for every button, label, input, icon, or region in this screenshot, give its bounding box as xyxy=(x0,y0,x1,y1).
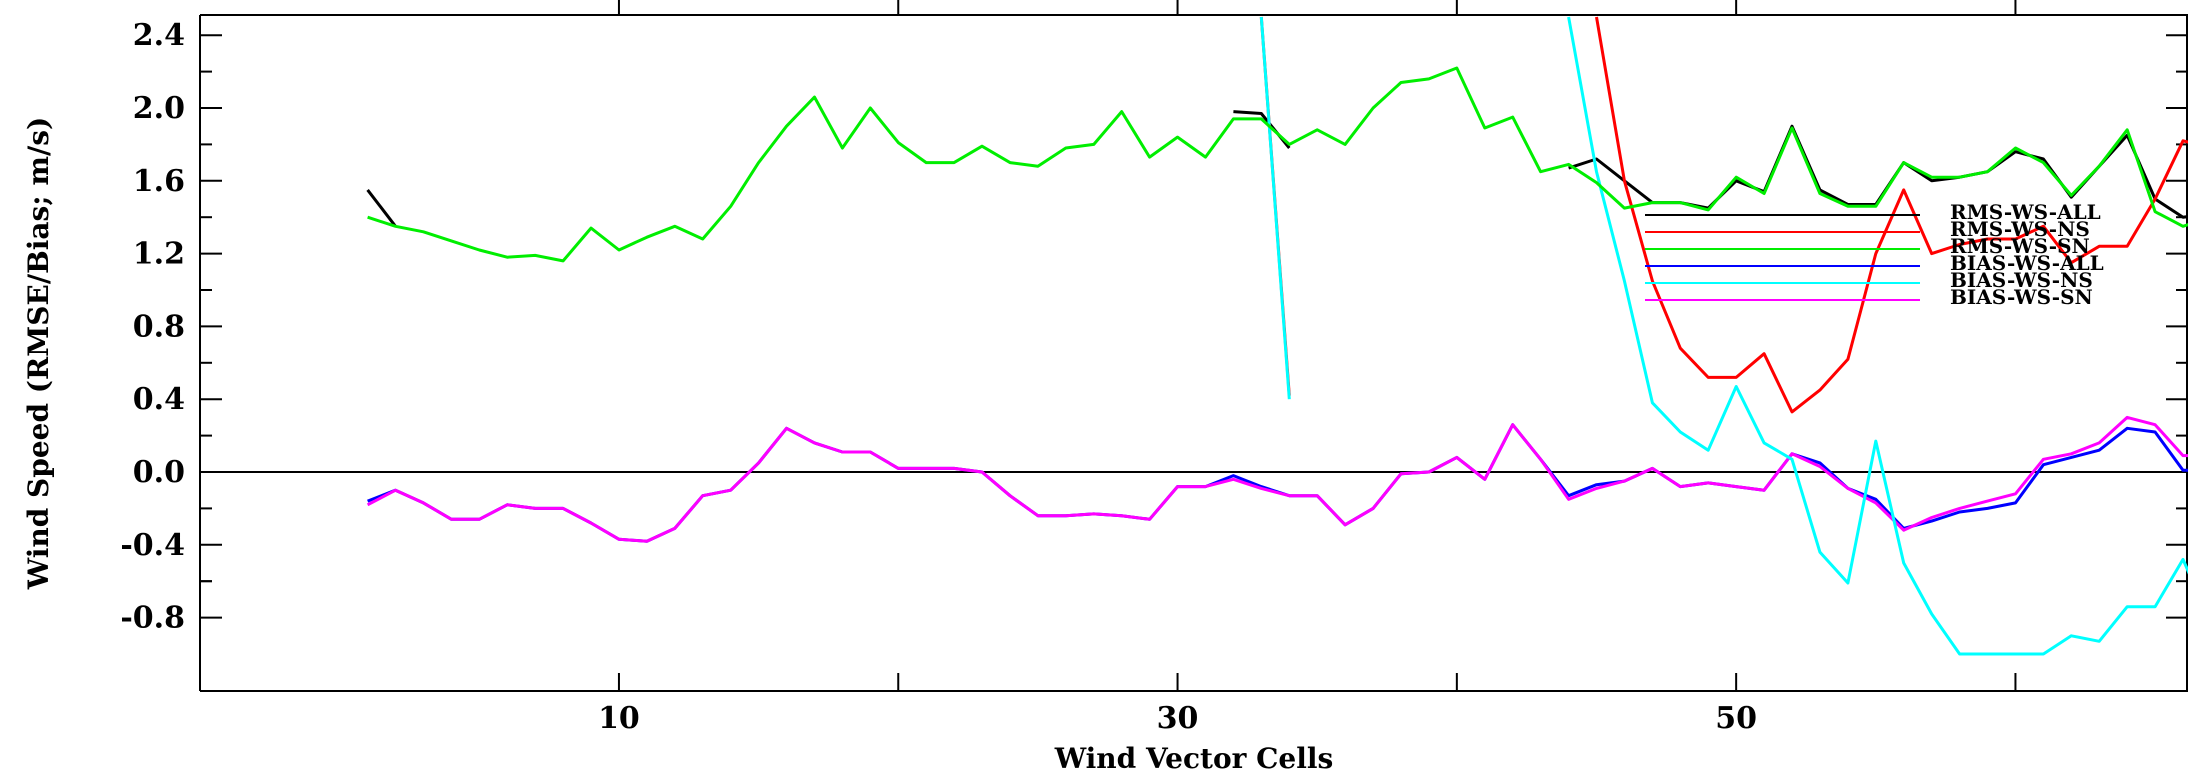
series-line-bias-ws-ns xyxy=(1259,16,1291,400)
series-line-rms-ws-all xyxy=(1233,110,1291,149)
legend: RMS-WS-ALLRMS-WS-NSRMS-WS-SNBIAS-WS-ALLB… xyxy=(1645,200,2104,309)
series-line-rms-ws-sn xyxy=(367,66,2188,263)
series-line-rms-ws-all xyxy=(366,188,397,228)
x-tick-label: 30 xyxy=(1157,701,1199,736)
y-tick-label: 2.4 xyxy=(133,18,185,53)
labels-layer: -0.8-0.40.00.40.81.21.62.02.410305070Win… xyxy=(22,18,1757,772)
legend-label: RMS-WS-NS xyxy=(1950,217,2090,241)
y-tick-label: 2.0 xyxy=(133,91,185,126)
legend-label: BIAS-WS-SN xyxy=(1950,285,2093,309)
series-line-rms-ws-ns xyxy=(1595,16,2188,414)
y-axis-title: Wind Speed (RMSE/Bias; m/s) xyxy=(22,117,55,591)
y-tick-label: 0.0 xyxy=(133,455,185,490)
series-line-bias-ws-ns xyxy=(1567,16,2188,656)
y-tick-label: 1.6 xyxy=(133,164,185,199)
legend-label: BIAS-WS-ALL xyxy=(1950,251,2104,275)
series-line-bias-ws-sn xyxy=(366,415,2188,543)
x-tick-label: 50 xyxy=(1715,701,1757,736)
legend-label: RMS-WS-SN xyxy=(1950,234,2090,258)
axes-layer xyxy=(199,0,2188,692)
y-tick-label: 0.8 xyxy=(133,309,185,344)
x-axis-title: Wind Vector Cells xyxy=(1054,742,1334,772)
y-tick-label: -0.8 xyxy=(120,601,185,636)
series-layer xyxy=(366,16,2188,656)
x-tick-label: 10 xyxy=(598,701,640,736)
y-tick-label: 0.4 xyxy=(133,382,185,417)
legend-label: RMS-WS-ALL xyxy=(1950,200,2101,224)
y-tick-label: -0.4 xyxy=(120,528,185,563)
y-tick-label: 1.2 xyxy=(133,237,185,272)
legend-label: BIAS-WS-NS xyxy=(1950,268,2093,292)
